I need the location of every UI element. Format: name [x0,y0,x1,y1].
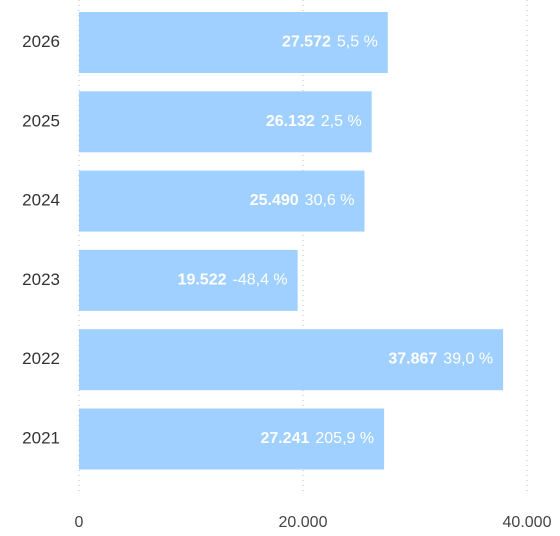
change-label: 5,5 % [337,34,378,51]
change-label: 39,0 % [443,351,493,368]
change-label: 205,9 % [315,430,374,447]
value-label: 37.867 [388,351,437,368]
bar [79,329,504,391]
data-label: 25.490 30,6 % [250,192,355,209]
x-tick-label: 0 [75,514,84,531]
y-tick-label: 2025 [22,111,60,130]
y-tick-label: 2026 [22,32,60,51]
bar [79,249,298,311]
data-label: 26.132 2,5 % [266,113,362,130]
x-tick-label: 20.000 [279,514,328,531]
change-label: 30,6 % [305,192,355,209]
value-label: 27.241 [260,430,309,447]
y-tick-label: 2023 [22,270,60,289]
change-label: 2,5 % [321,113,362,130]
data-label: 19.522 -48,4 % [178,272,288,289]
bar [79,170,365,232]
y-tick-label: 2022 [22,349,60,368]
y-tick-label: 2024 [22,191,60,210]
x-tick-label: 40.000 [503,514,552,531]
bar [79,408,385,470]
value-label: 25.490 [250,192,299,209]
data-label: 27.241 205,9 % [260,430,374,447]
value-label: 26.132 [266,113,315,130]
data-label: 27.572 5,5 % [282,34,378,51]
bar [79,12,388,73]
change-label: -48,4 % [233,272,288,289]
value-label: 19.522 [178,272,227,289]
value-label: 27.572 [282,34,331,51]
bar [79,91,372,153]
data-label: 37.867 39,0 % [388,351,493,368]
y-tick-label: 2021 [22,428,60,447]
